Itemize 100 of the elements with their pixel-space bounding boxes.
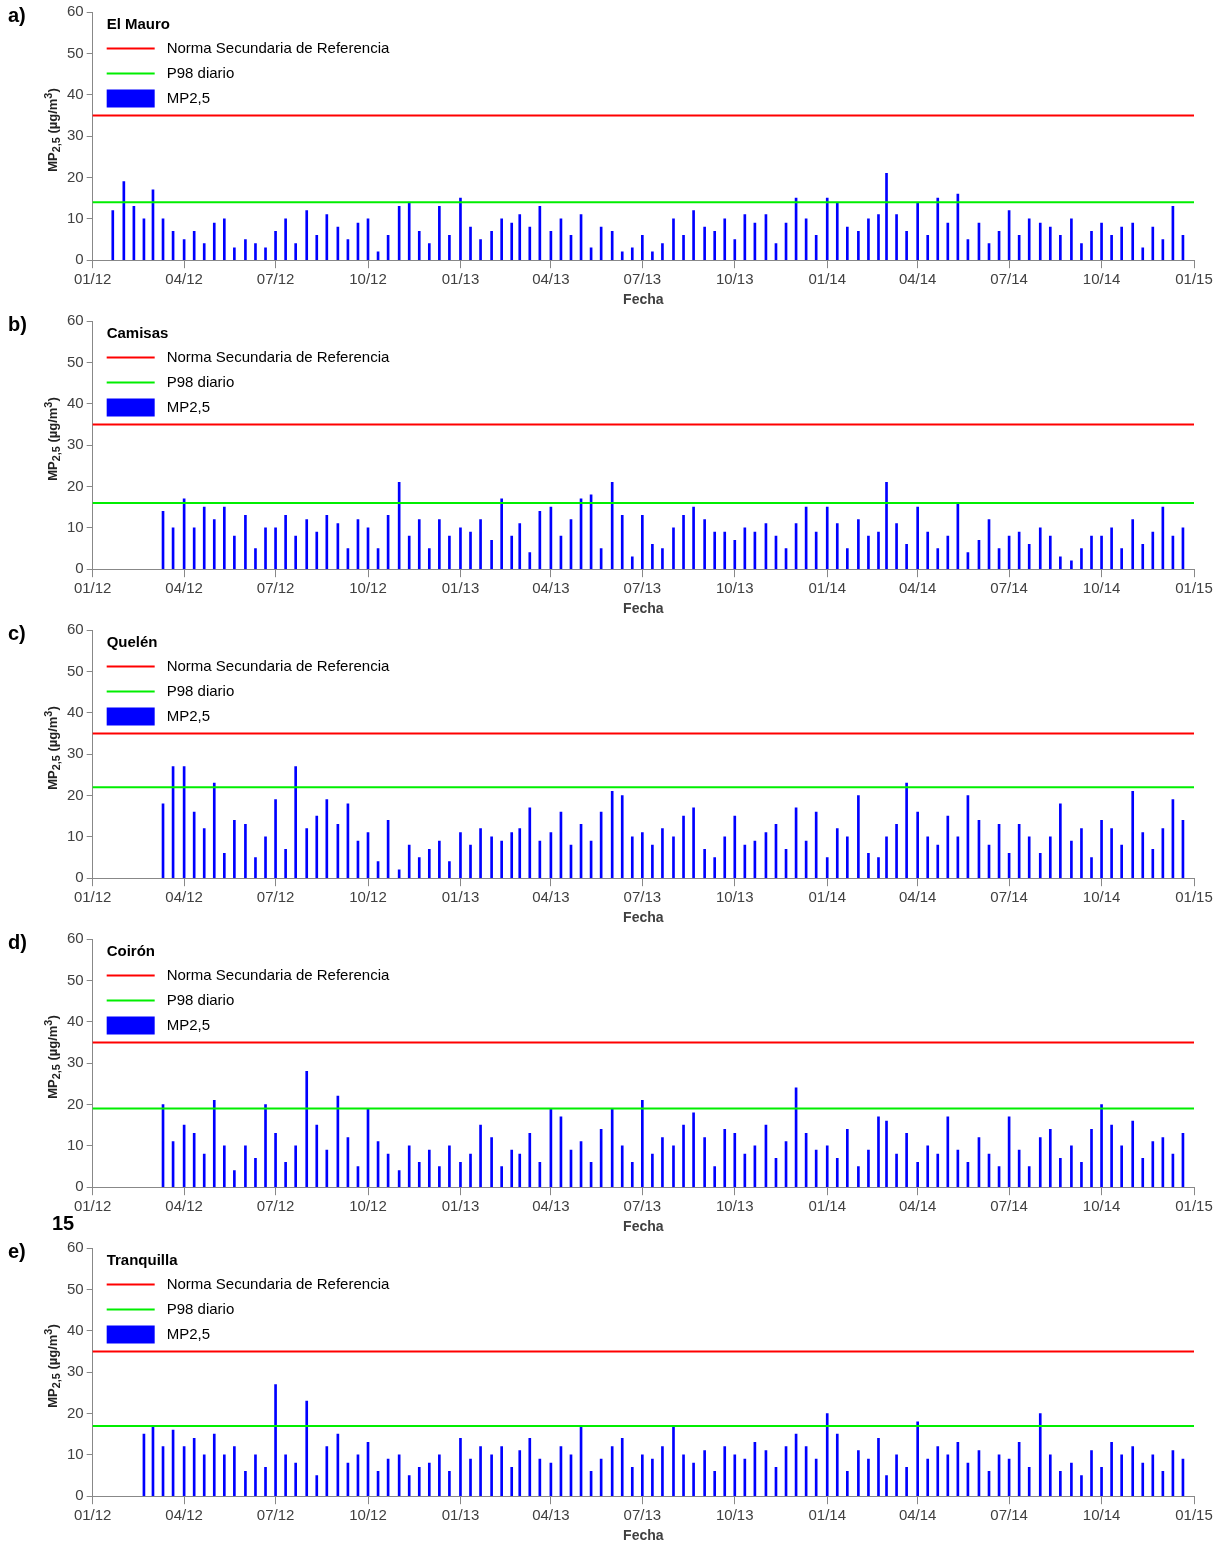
bar xyxy=(885,1120,888,1188)
bar xyxy=(825,1145,829,1188)
bar xyxy=(630,1466,634,1497)
y-tick-label: 50 xyxy=(67,1279,84,1297)
x-tick-label: 07/12 xyxy=(256,579,295,597)
bar xyxy=(438,206,441,261)
y-tick-label: 60 xyxy=(67,620,84,638)
bar xyxy=(315,1475,319,1497)
bar xyxy=(315,815,319,879)
bar xyxy=(500,1166,503,1188)
bar xyxy=(212,519,216,570)
x-tick-label: 10/12 xyxy=(349,1197,387,1215)
bar xyxy=(641,1100,644,1188)
bar xyxy=(1131,1446,1135,1497)
bar xyxy=(733,1133,737,1188)
bar xyxy=(274,799,277,879)
y-tick-label: 20 xyxy=(67,476,84,494)
bar xyxy=(692,506,695,570)
bar xyxy=(936,197,940,261)
text: 15 xyxy=(52,1212,75,1235)
bar xyxy=(274,230,277,261)
x-tick-label: 10/13 xyxy=(716,1197,754,1215)
bar xyxy=(835,201,839,261)
bar xyxy=(1038,1413,1042,1497)
bar xyxy=(417,230,421,261)
bar xyxy=(528,1133,532,1188)
bar xyxy=(427,848,431,879)
y-tick-label: 60 xyxy=(67,929,84,947)
bar xyxy=(846,1128,849,1188)
bar xyxy=(325,1446,329,1497)
bar xyxy=(254,1157,257,1188)
bar xyxy=(1131,519,1135,570)
bar xyxy=(222,853,226,879)
bar xyxy=(1070,1462,1073,1497)
bar xyxy=(835,1157,839,1188)
y-tick-label: 40 xyxy=(67,702,84,720)
bar xyxy=(1090,230,1093,261)
bar xyxy=(1090,1450,1093,1497)
bar xyxy=(651,1458,654,1497)
bar xyxy=(1120,1454,1123,1497)
y-tick-label: 30 xyxy=(67,126,84,144)
legend-title: Coirón xyxy=(106,942,156,960)
bar xyxy=(510,832,514,879)
bar xyxy=(703,848,706,879)
bar xyxy=(682,1454,685,1497)
x-tick-label: 01/13 xyxy=(441,1506,480,1524)
bar xyxy=(222,1145,226,1188)
legend-label: Norma Secundaria de Referencia xyxy=(166,38,390,56)
bar xyxy=(905,1466,908,1497)
bar xyxy=(305,519,309,570)
bar xyxy=(620,251,624,261)
bar xyxy=(325,799,329,879)
bar xyxy=(1070,840,1073,879)
bar xyxy=(713,531,717,570)
x-tick-label: 10/14 xyxy=(1082,1197,1121,1215)
bar xyxy=(703,226,706,261)
y-tick-label: 0 xyxy=(75,868,84,886)
bar xyxy=(1027,218,1031,261)
chart-title: d) xyxy=(8,931,27,954)
bar xyxy=(835,523,839,570)
y-tick-label: 60 xyxy=(67,1238,84,1256)
bar xyxy=(916,811,919,879)
bar xyxy=(926,531,930,570)
bar xyxy=(946,815,950,879)
bar xyxy=(407,201,411,261)
bar xyxy=(510,222,514,261)
bar xyxy=(254,1454,257,1497)
bar xyxy=(682,515,685,570)
bar xyxy=(661,548,664,570)
bar xyxy=(1027,1166,1031,1188)
bar xyxy=(315,1124,319,1188)
bar xyxy=(1027,1466,1031,1497)
bar xyxy=(448,235,451,261)
bar xyxy=(723,836,727,879)
bar xyxy=(846,548,849,570)
bar xyxy=(469,226,472,261)
x-tick-label: 04/13 xyxy=(532,1506,570,1524)
bar xyxy=(264,527,267,570)
bar xyxy=(936,1446,940,1497)
y-tick-label: 50 xyxy=(67,352,84,370)
x-tick-label: 10/13 xyxy=(716,888,754,906)
bar xyxy=(867,218,870,261)
bar xyxy=(479,828,482,879)
bar xyxy=(877,1116,880,1188)
bar xyxy=(1151,226,1155,261)
y-tick-label: 20 xyxy=(67,1094,84,1112)
y-tick-label: 30 xyxy=(67,1362,84,1380)
bar xyxy=(222,506,226,570)
bar xyxy=(202,1454,206,1497)
bar xyxy=(1120,548,1123,570)
legend-label: Norma Secundaria de Referencia xyxy=(166,347,390,365)
bar xyxy=(427,548,431,570)
bar xyxy=(490,1454,493,1497)
bar xyxy=(885,173,888,261)
bar xyxy=(1038,222,1042,261)
bar xyxy=(274,527,277,570)
x-tick-label: 10/12 xyxy=(349,888,387,906)
x-tick-label: 10/13 xyxy=(716,579,754,597)
bar xyxy=(1110,235,1113,261)
bar xyxy=(692,210,695,261)
